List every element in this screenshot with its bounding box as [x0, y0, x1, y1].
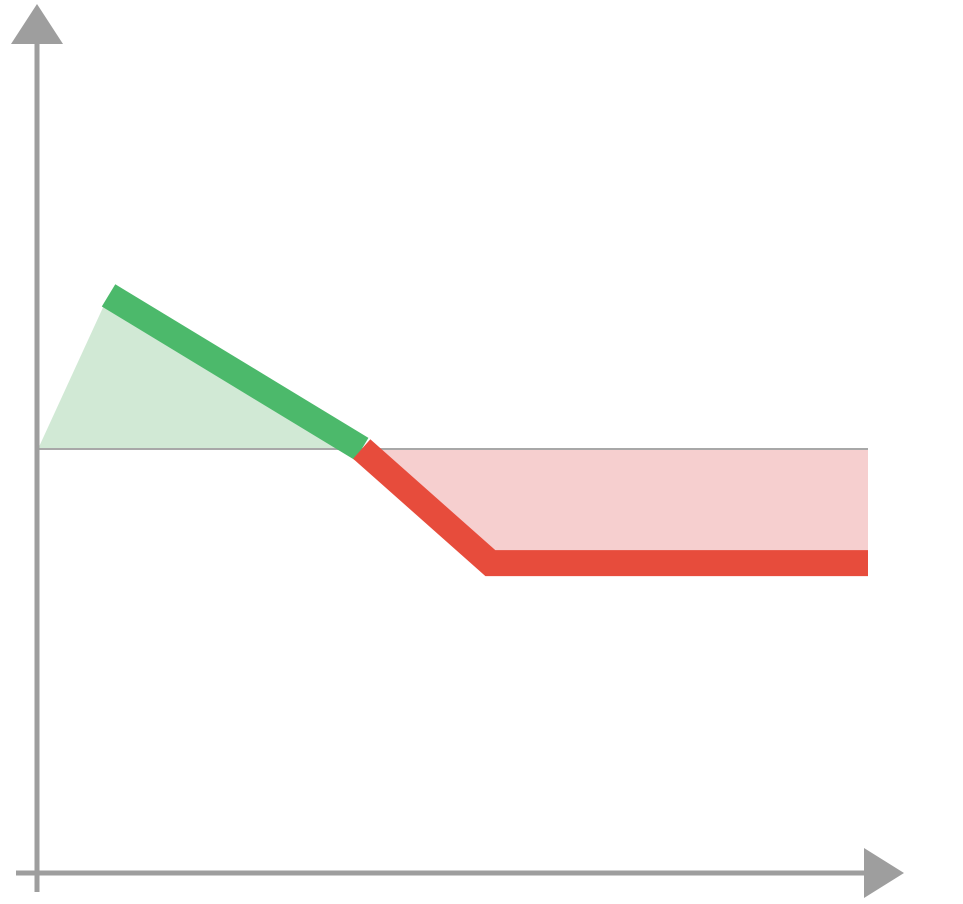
x-axis-arrow: [864, 848, 904, 898]
loss-area-0: [361, 449, 868, 564]
profit-line-0: [101, 284, 369, 461]
payoff-lines: [101, 284, 868, 577]
loss-line-0: [353, 439, 868, 577]
y-axis-arrow: [11, 4, 63, 44]
axes: [11, 4, 904, 898]
